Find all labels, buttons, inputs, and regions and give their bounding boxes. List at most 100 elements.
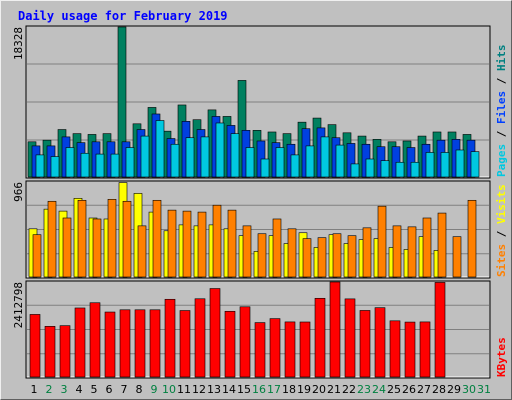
bar-pages-day-24: [380, 160, 390, 178]
x-tick-label-day-31: 31: [477, 383, 491, 396]
bar-pages-day-3: [65, 147, 75, 178]
bar-sites-day-12: [197, 211, 207, 278]
bar-kbytes-day-12: [194, 298, 206, 378]
x-tick-label-day-8: 8: [136, 383, 143, 396]
bar-sites-day-21: [332, 233, 342, 278]
bar-kbytes-day-24: [374, 307, 386, 378]
bar-sites-day-7: [122, 200, 132, 278]
bar-sites-day-24: [377, 205, 387, 278]
bar-pages-day-26: [410, 161, 420, 178]
y-axis-max-label: 2412798: [12, 282, 25, 328]
bar-pages-day-1: [35, 154, 45, 178]
x-tick-label-day-2: 2: [46, 383, 53, 396]
x-tick-label-day-17: 17: [267, 383, 281, 396]
bar-sites-day-5: [92, 218, 102, 278]
bar-kbytes-day-7: [119, 309, 131, 378]
bar-pages-day-16: [260, 158, 270, 178]
legend-entry: Sites: [495, 244, 508, 277]
x-tick-label-day-7: 7: [121, 383, 128, 396]
legend-entry: /: [495, 71, 508, 91]
bar-kbytes-day-10: [164, 298, 176, 378]
legend-entry: Pages: [495, 144, 508, 177]
bar-sites-day-22: [347, 235, 357, 278]
bar-kbytes-day-21: [329, 281, 341, 378]
legend-entry: KBytes: [495, 337, 508, 377]
bar-sites-day-10: [167, 209, 177, 278]
x-tick-label-day-20: 20: [312, 383, 326, 396]
x-tick-label-day-23: 23: [357, 383, 371, 396]
x-tick-label-day-27: 27: [417, 383, 431, 396]
y-axis-max-label: 966: [12, 182, 25, 202]
x-tick-label-day-22: 22: [342, 383, 356, 396]
bar-sites-day-16: [257, 233, 267, 278]
bar-pages-day-19: [305, 145, 315, 178]
bar-sites-day-14: [227, 209, 237, 278]
legend-entry: Hits: [495, 45, 508, 72]
x-tick-label-day-19: 19: [297, 383, 311, 396]
y-axis-max-label: 18328: [12, 27, 25, 60]
bar-kbytes-day-17: [269, 318, 281, 378]
bar-pages-day-2: [50, 156, 60, 178]
bar-pages-day-9: [155, 120, 165, 178]
bar-pages-day-21: [335, 144, 345, 178]
bar-kbytes-day-25: [389, 320, 401, 378]
bar-sites-day-1: [32, 234, 42, 278]
bar-pages-day-29: [455, 149, 465, 178]
x-tick-label-day-28: 28: [432, 383, 446, 396]
bar-pages-day-13: [215, 122, 225, 178]
bar-pages-day-20: [320, 136, 330, 178]
bar-sites-day-3: [62, 217, 72, 278]
x-tick-label-day-6: 6: [106, 383, 113, 396]
bar-sites-day-4: [77, 199, 87, 278]
bar-sites-day-27: [422, 217, 432, 278]
x-tick-label-day-9: 9: [151, 383, 158, 396]
bar-pages-day-17: [275, 147, 285, 178]
bar-pages-day-6: [110, 153, 120, 178]
bar-pages-day-14: [230, 133, 240, 178]
bar-kbytes-day-9: [149, 309, 161, 378]
x-tick-label-day-15: 15: [237, 383, 251, 396]
bar-kbytes-day-15: [239, 306, 251, 378]
bar-pages-day-15: [245, 147, 255, 178]
bar-sites-day-19: [302, 238, 312, 278]
bar-kbytes-day-20: [314, 297, 326, 378]
bar-sites-day-8: [137, 225, 147, 278]
bar-sites-day-2: [47, 200, 57, 278]
bar-pages-day-30: [470, 151, 480, 178]
legend-entry: /: [495, 124, 508, 144]
bar-kbytes-day-28: [434, 282, 446, 378]
bar-sites-day-18: [287, 228, 297, 278]
x-tick-label-day-13: 13: [207, 383, 221, 396]
bar-kbytes-day-4: [74, 307, 86, 378]
series-legend-label: KBytes: [495, 337, 508, 377]
bar-kbytes-day-11: [179, 310, 191, 378]
x-tick-label-day-26: 26: [402, 383, 416, 396]
bar-sites-day-26: [407, 226, 417, 278]
bar-pages-day-7: [125, 147, 135, 178]
bar-pages-day-27: [425, 152, 435, 178]
legend-entry: /: [495, 224, 508, 244]
bar-pages-day-11: [185, 137, 195, 178]
bar-sites-day-6: [107, 199, 117, 278]
bar-pages-day-12: [200, 136, 210, 178]
x-tick-label-day-21: 21: [327, 383, 341, 396]
bar-pages-day-23: [365, 158, 375, 178]
chart-title: Daily usage for February 2019: [18, 9, 228, 23]
bar-sites-day-29: [452, 236, 462, 278]
x-tick-label-day-11: 11: [177, 383, 191, 396]
x-tick-label-day-5: 5: [91, 383, 98, 396]
bar-kbytes-day-27: [419, 321, 431, 378]
bar-sites-day-13: [212, 204, 222, 278]
bar-pages-day-5: [95, 153, 105, 178]
x-tick-label-day-1: 1: [31, 383, 38, 396]
x-tick-label-day-18: 18: [282, 383, 296, 396]
x-tick-label-day-12: 12: [192, 383, 206, 396]
x-tick-label-day-10: 10: [162, 383, 176, 396]
series-legend-label: Pages / Files / Hits: [495, 45, 508, 178]
legend-entry: Visits: [495, 184, 508, 224]
bar-kbytes-day-16: [254, 322, 266, 378]
bar-pages-day-10: [170, 143, 180, 178]
bar-pages-day-8: [140, 135, 150, 178]
x-tick-label-day-24: 24: [372, 383, 386, 396]
